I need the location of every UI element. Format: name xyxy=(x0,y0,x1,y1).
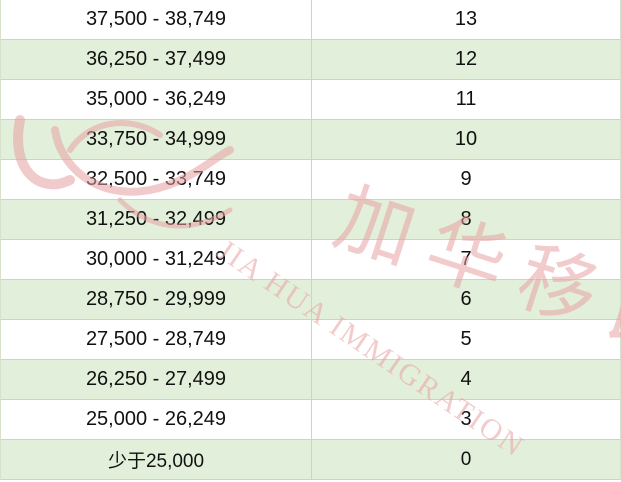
range-cell: 25,000 - 26,249 xyxy=(1,400,312,439)
points-cell: 12 xyxy=(454,48,478,70)
points-cell: 9 xyxy=(460,168,472,190)
points-cell: 4 xyxy=(460,368,472,390)
points-cell: 13 xyxy=(454,8,478,30)
table-row: 28,750 - 29,999 6 xyxy=(1,280,620,320)
range-cell: 36,250 - 37,499 xyxy=(1,40,312,79)
table-row: 35,000 - 36,249 11 xyxy=(1,80,620,120)
table-row: 31,250 - 32,499 8 xyxy=(1,200,620,240)
range-cell: 28,750 - 29,999 xyxy=(1,280,312,319)
range-cell: 32,500 - 33,749 xyxy=(1,160,312,199)
table-row: 26,250 - 27,499 4 xyxy=(1,360,620,400)
range-cell: 30,000 - 31,249 xyxy=(1,240,312,279)
points-cell: 8 xyxy=(460,208,472,230)
points-cell: 0 xyxy=(460,448,472,470)
table-row: 32,500 - 33,749 9 xyxy=(1,160,620,200)
range-cell: 35,000 - 36,249 xyxy=(1,80,312,119)
points-cell: 7 xyxy=(460,248,472,270)
table-row: 少于25,000 0 xyxy=(1,440,620,480)
table-row: 37,500 - 38,749 13 xyxy=(1,0,620,40)
points-cell: 3 xyxy=(460,408,472,430)
range-cell: 26,250 - 27,499 xyxy=(1,360,312,399)
table-row: 33,750 - 34,999 10 xyxy=(1,120,620,160)
range-cell: 37,500 - 38,749 xyxy=(1,0,312,39)
points-cell: 5 xyxy=(460,328,472,350)
range-cell: 少于25,000 xyxy=(1,440,312,479)
range-cell: 27,500 - 28,749 xyxy=(1,320,312,359)
points-cell: 11 xyxy=(455,88,477,110)
table-row: 27,500 - 28,749 5 xyxy=(1,320,620,360)
table-row: 30,000 - 31,249 7 xyxy=(1,240,620,280)
table-row: 25,000 - 26,249 3 xyxy=(1,400,620,440)
range-cell: 31,250 - 32,499 xyxy=(1,200,312,239)
points-cell: 6 xyxy=(460,288,472,310)
range-cell: 33,750 - 34,999 xyxy=(1,120,312,159)
points-cell: 10 xyxy=(454,128,478,150)
table-row: 36,250 - 37,499 12 xyxy=(1,40,620,80)
